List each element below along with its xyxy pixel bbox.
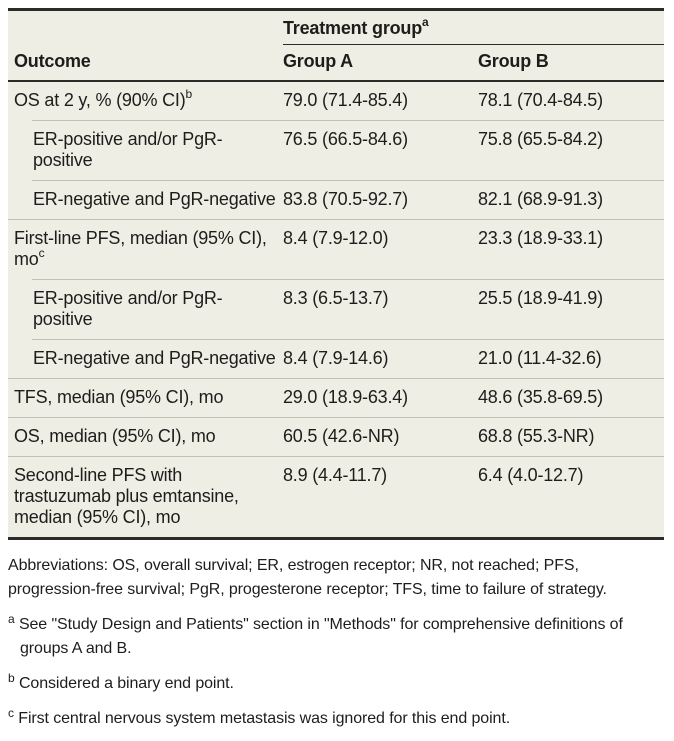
footnote-a: a See "Study Design and Patients" sectio… bbox=[8, 613, 664, 661]
group-b-value: 21.0 (11.4-32.6) bbox=[478, 348, 602, 368]
outcome-label: ER-negative and PgR-negative bbox=[33, 189, 276, 209]
row-separator bbox=[8, 456, 664, 457]
footnote-b: b Considered a binary end point. bbox=[8, 672, 664, 696]
outcome-label: OS at 2 y, % (90% CI) bbox=[14, 90, 186, 110]
outcome-cell: First-line PFS, median (95% CI), moc bbox=[8, 220, 283, 279]
footnote-b-marker: b bbox=[8, 670, 15, 685]
row-separator bbox=[8, 417, 664, 418]
outcome-cell: ER-positive and/or PgR-positive bbox=[8, 280, 283, 339]
group-a-value: 76.5 (66.5-84.6) bbox=[283, 129, 408, 149]
outcome-label: ER-positive and/or PgR-positive bbox=[33, 288, 223, 329]
treatment-group-label: Treatment group bbox=[283, 18, 423, 38]
table-row-first-line-pfs: First-line PFS, median (95% CI), moc 8.4… bbox=[8, 220, 664, 279]
spanner-empty-cell bbox=[8, 11, 283, 45]
row-separator bbox=[8, 378, 664, 379]
footnote-a-text: See "Study Design and Patients" section … bbox=[18, 616, 623, 657]
row-separator bbox=[32, 339, 664, 340]
table-row-os-er-negative: ER-negative and PgR-negative 83.8 (70.5-… bbox=[8, 181, 664, 219]
table-row-os-er-positive: ER-positive and/or PgR-positive 76.5 (66… bbox=[8, 121, 664, 180]
column-header-outcome: Outcome bbox=[14, 51, 91, 71]
group-a-value: 8.4 (7.9-14.6) bbox=[283, 348, 389, 368]
table-spanner-row: Treatment groupa bbox=[8, 11, 664, 45]
table-row-tfs: TFS, median (95% CI), mo 29.0 (18.9-63.4… bbox=[8, 379, 664, 417]
outcome-cell: TFS, median (95% CI), mo bbox=[8, 379, 283, 417]
group-a-value: 8.3 (6.5-13.7) bbox=[283, 288, 389, 308]
outcome-cell: OS, median (95% CI), mo bbox=[8, 418, 283, 456]
row-separator bbox=[32, 120, 664, 121]
outcome-label: First-line PFS, median (95% CI), mo bbox=[14, 228, 267, 269]
group-a-value: 29.0 (18.9-63.4) bbox=[283, 387, 408, 407]
outcome-label: Second-line PFS with trastuzumab plus em… bbox=[14, 465, 239, 527]
group-a-value: 79.0 (71.4-85.4) bbox=[283, 90, 408, 110]
group-b-value: 68.8 (55.3-NR) bbox=[478, 426, 595, 446]
footnote-c-marker: c bbox=[8, 705, 14, 720]
row-separator bbox=[8, 219, 664, 220]
outcome-label: ER-negative and PgR-negative bbox=[33, 348, 276, 368]
outcome-cell: ER-positive and/or PgR-positive bbox=[8, 121, 283, 180]
footnote-a-marker: a bbox=[8, 611, 15, 626]
outcome-cell: OS at 2 y, % (90% CI)b bbox=[8, 82, 283, 120]
footnote-c: c First central nervous system metastasi… bbox=[8, 707, 664, 731]
group-b-value: 78.1 (70.4-84.5) bbox=[478, 90, 603, 110]
outcome-cell: ER-negative and PgR-negative bbox=[8, 340, 283, 378]
group-a-value: 8.4 (7.9-12.0) bbox=[283, 228, 389, 248]
table-row-pfs-er-negative: ER-negative and PgR-negative 8.4 (7.9-14… bbox=[8, 340, 664, 378]
column-header-group-a: Group A bbox=[283, 51, 353, 71]
group-b-value: 82.1 (68.9-91.3) bbox=[478, 189, 603, 209]
table-row-os-median: OS, median (95% CI), mo 60.5 (42.6-NR) 6… bbox=[8, 418, 664, 456]
column-header-group-b: Group B bbox=[478, 51, 549, 71]
table-column-header-row: Outcome Group A Group B bbox=[8, 45, 664, 82]
group-b-value: 6.4 (4.0-12.7) bbox=[478, 465, 584, 485]
outcome-cell: ER-negative and PgR-negative bbox=[8, 181, 283, 219]
group-a-value: 8.9 (4.4-11.7) bbox=[283, 465, 387, 485]
footnote-marker: c bbox=[38, 246, 45, 260]
outcome-label: TFS, median (95% CI), mo bbox=[14, 387, 224, 407]
table-row-os-2y: OS at 2 y, % (90% CI)b 79.0 (71.4-85.4) … bbox=[8, 82, 664, 120]
abbreviations-note: Abbreviations: OS, overall survival; ER,… bbox=[8, 557, 607, 598]
row-separator bbox=[32, 180, 664, 181]
footnote-b-text: Considered a binary end point. bbox=[18, 675, 234, 692]
group-b-value: 48.6 (35.8-69.5) bbox=[478, 387, 603, 407]
group-b-value: 25.5 (18.9-41.9) bbox=[478, 288, 603, 308]
treatment-group-footnote-marker: a bbox=[422, 15, 429, 29]
outcome-label: OS, median (95% CI), mo bbox=[14, 426, 216, 446]
table-row-pfs-er-positive: ER-positive and/or PgR-positive 8.3 (6.5… bbox=[8, 280, 664, 339]
treatment-group-spanner: Treatment groupa bbox=[283, 15, 664, 45]
group-a-value: 60.5 (42.6-NR) bbox=[283, 426, 400, 446]
outcomes-table: Treatment groupa Outcome Group A Group B… bbox=[8, 8, 664, 540]
group-b-value: 75.8 (65.5-84.2) bbox=[478, 129, 603, 149]
outcome-cell: Second-line PFS with trastuzumab plus em… bbox=[8, 457, 283, 537]
footnote-marker: b bbox=[185, 87, 193, 101]
group-b-value: 23.3 (18.9-33.1) bbox=[478, 228, 603, 248]
footnote-c-text: First central nervous system metastasis … bbox=[18, 710, 511, 727]
outcome-label: ER-positive and/or PgR-positive bbox=[33, 129, 223, 170]
table-row-second-line-pfs: Second-line PFS with trastuzumab plus em… bbox=[8, 457, 664, 537]
row-separator bbox=[32, 279, 664, 280]
group-a-value: 83.8 (70.5-92.7) bbox=[283, 189, 408, 209]
footnotes: Abbreviations: OS, overall survival; ER,… bbox=[8, 554, 664, 731]
